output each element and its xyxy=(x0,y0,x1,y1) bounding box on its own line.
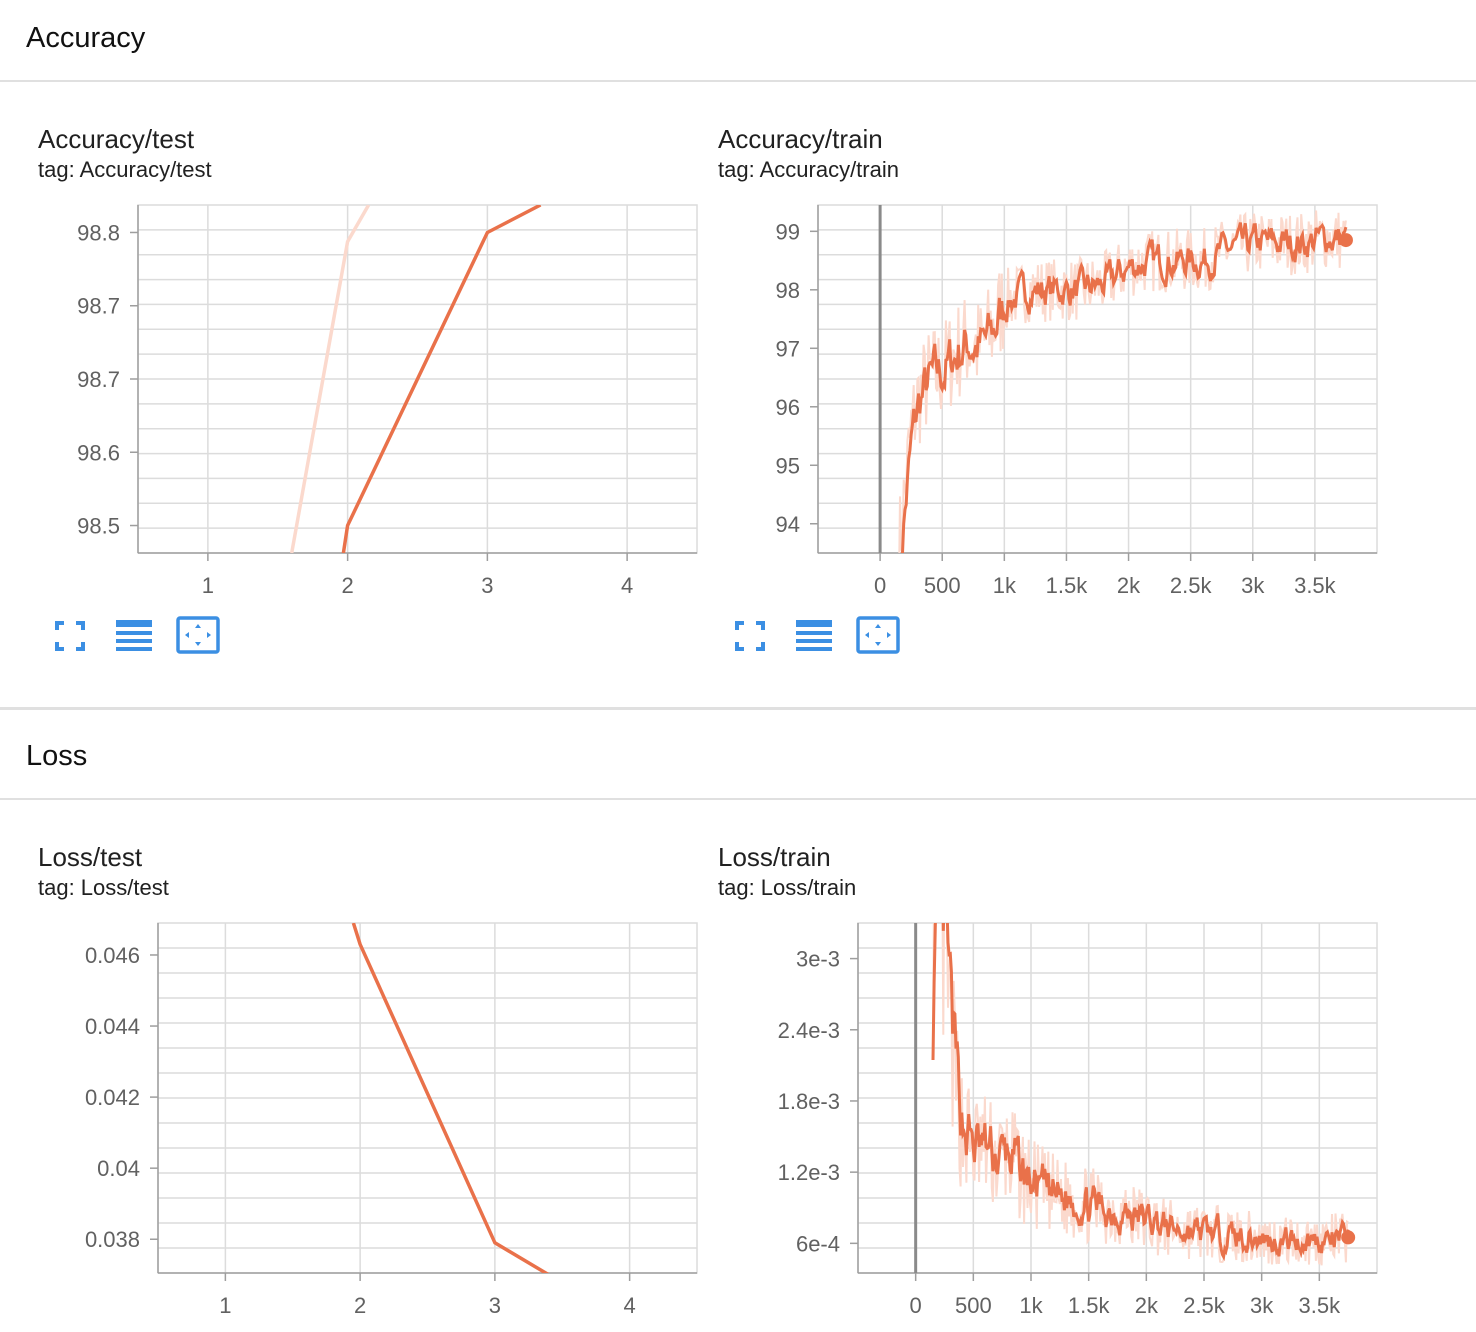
y-tick-label: 97 xyxy=(776,336,800,361)
series-group xyxy=(289,205,542,553)
chart-loss-test[interactable]: 1 2 3 4 0.038 0.04 0.042 0.044 0.046 xyxy=(0,908,720,1328)
y-tick-label: 3e-3 xyxy=(796,947,840,972)
y-tick-label: 95 xyxy=(776,453,800,478)
fit-domain-icon[interactable] xyxy=(176,616,220,654)
x-tick-label: 2.5k xyxy=(1183,1293,1226,1318)
y-tick-label: 94 xyxy=(776,512,800,537)
y-tick-label: 0.046 xyxy=(85,943,140,968)
card-tag: tag: Loss/test xyxy=(38,875,169,900)
x-tick-label: 3 xyxy=(481,573,493,598)
x-tick-label: 500 xyxy=(924,573,961,598)
y-tick-label: 98.7 xyxy=(77,367,120,392)
card-tag: tag: Accuracy/train xyxy=(718,157,899,182)
x-tick-label: 0 xyxy=(910,1293,922,1318)
series-line-raw xyxy=(289,205,371,553)
x-tick-label: 3.5k xyxy=(1294,573,1337,598)
card-tag: tag: Accuracy/test xyxy=(38,157,212,182)
series-group xyxy=(351,923,550,1273)
x-tick-label: 1k xyxy=(1019,1293,1043,1318)
chart-accuracy-train[interactable]: 0 500 1k 1.5k 2k 2.5k 3k 3.5k 94 95 96 97 98 99 xyxy=(720,190,1440,600)
card-tag: tag: Loss/train xyxy=(718,875,857,900)
y-tick-label: 0.038 xyxy=(85,1227,140,1252)
y-tick-label: 98.5 xyxy=(77,514,120,539)
chart-accuracy-test[interactable]: 1 2 3 4 98.5 98.6 98.7 98.7 98.8 xyxy=(0,190,720,600)
y-tick-label: 98 xyxy=(776,278,800,303)
y-tick-label: 98.7 xyxy=(77,294,120,319)
series-line xyxy=(341,205,542,553)
y-tick-label: 0.044 xyxy=(85,1014,140,1039)
chart-loss-train[interactable]: 0 500 1k 1.5k 2k 2.5k 3k 3.5k 6e-4 1.2e-3 1.8e-3 2.… xyxy=(720,908,1440,1328)
x-tick-label: 1 xyxy=(219,1293,231,1318)
y-tick-label: 0.04 xyxy=(97,1156,140,1181)
x-tick-label: 0 xyxy=(874,573,886,598)
x-tick-label: 1k xyxy=(993,573,1017,598)
data-table-icon[interactable] xyxy=(792,618,836,654)
series-line-raw xyxy=(898,210,1347,553)
x-tick-label: 3k xyxy=(1250,1293,1274,1318)
section-divider xyxy=(0,707,1476,710)
fullscreen-icon[interactable] xyxy=(728,618,772,654)
y-tick-label: 6e-4 xyxy=(796,1231,840,1256)
y-tick-label: 2.4e-3 xyxy=(778,1018,840,1043)
card-title: Accuracy/train xyxy=(718,124,883,154)
x-tick-label: 1.5k xyxy=(1068,1293,1111,1318)
section-title: Loss xyxy=(26,740,88,772)
x-tick-label: 3k xyxy=(1241,573,1265,598)
y-tick-label: 98.8 xyxy=(77,220,120,245)
fullscreen-icon[interactable] xyxy=(48,618,92,654)
series-line xyxy=(931,923,1350,1262)
data-table-icon[interactable] xyxy=(112,618,156,654)
card-title: Loss/test xyxy=(38,842,143,872)
series-line-raw xyxy=(932,923,1349,1266)
x-tick-label: 4 xyxy=(621,573,633,598)
last-point-marker xyxy=(1341,1230,1356,1245)
section-header-loss[interactable]: Loss xyxy=(0,718,1476,800)
series-group xyxy=(931,923,1350,1266)
section-title: Accuracy xyxy=(26,22,146,54)
last-point-marker xyxy=(1338,233,1353,248)
y-tick-label: 0.042 xyxy=(85,1085,140,1110)
card-title: Loss/train xyxy=(718,842,831,872)
section-header-accuracy[interactable]: Accuracy xyxy=(0,0,1476,82)
x-tick-label: 500 xyxy=(955,1293,992,1318)
x-tick-label: 4 xyxy=(624,1293,636,1318)
series-line xyxy=(351,923,550,1273)
series-line xyxy=(900,222,1348,553)
y-tick-label: 98.6 xyxy=(77,440,120,465)
series-group xyxy=(898,210,1348,553)
x-tick-label: 2 xyxy=(354,1293,366,1318)
y-tick-label: 99 xyxy=(776,219,800,244)
x-tick-label: 3.5k xyxy=(1299,1293,1342,1318)
x-tick-label: 1 xyxy=(202,573,214,598)
x-tick-label: 3 xyxy=(489,1293,501,1318)
y-tick-label: 1.2e-3 xyxy=(778,1160,840,1185)
x-tick-label: 1.5k xyxy=(1046,573,1089,598)
x-tick-label: 2 xyxy=(342,573,354,598)
y-tick-label: 96 xyxy=(776,395,800,420)
x-tick-label: 2.5k xyxy=(1170,573,1213,598)
fit-domain-icon[interactable] xyxy=(856,616,900,654)
x-tick-label: 2k xyxy=(1135,1293,1159,1318)
x-tick-label: 2k xyxy=(1117,573,1141,598)
card-title: Accuracy/test xyxy=(38,124,195,154)
y-tick-label: 1.8e-3 xyxy=(778,1089,840,1114)
